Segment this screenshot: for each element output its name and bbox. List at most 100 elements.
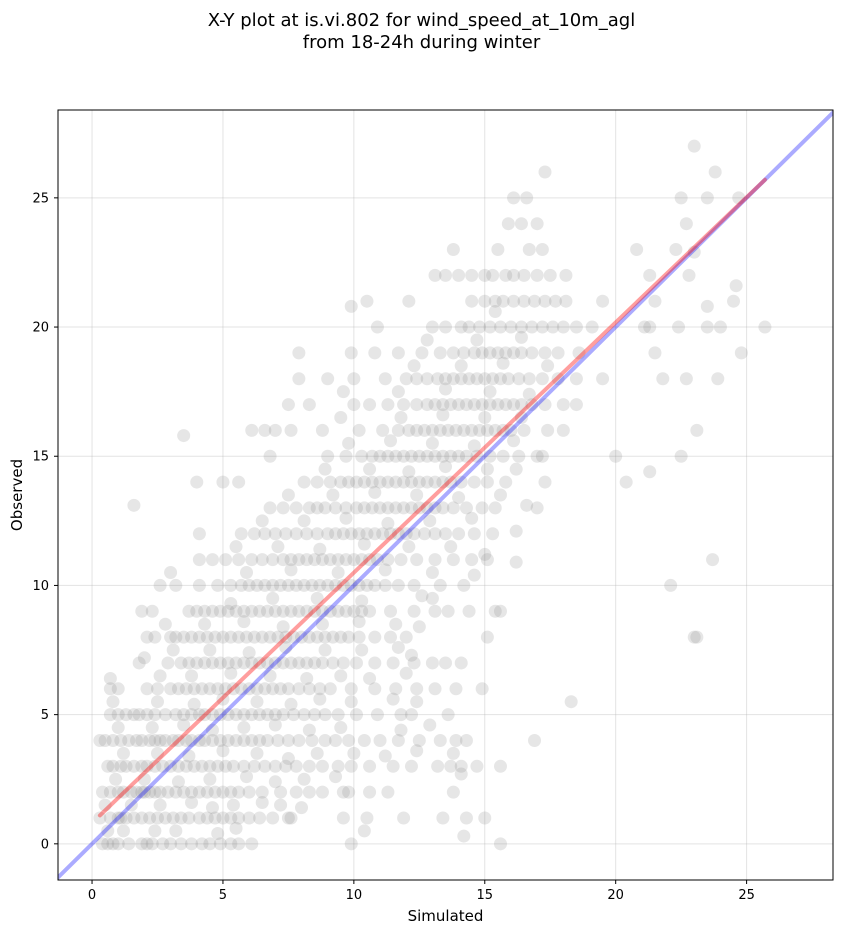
data-point (300, 604, 314, 618)
data-point (480, 462, 494, 476)
data-point (245, 604, 259, 618)
data-point (166, 811, 180, 825)
y-axis-ticks: 0 5 10 15 20 25 (32, 191, 58, 852)
data-point (444, 759, 458, 773)
data-point (538, 346, 552, 360)
data-point (158, 708, 172, 722)
y-tick-label: 0 (41, 837, 49, 852)
data-point (373, 501, 387, 515)
data-point (232, 553, 246, 567)
data-point (137, 772, 151, 786)
data-point (488, 501, 502, 515)
data-point (313, 682, 327, 696)
data-point (331, 553, 345, 567)
data-point (439, 656, 452, 670)
data-point (247, 630, 261, 644)
data-point (509, 555, 523, 569)
data-point (315, 423, 329, 437)
data-point (224, 837, 238, 851)
data-point (334, 410, 348, 424)
data-point (483, 385, 497, 399)
data-point (114, 811, 128, 825)
data-point (143, 785, 157, 799)
data-point (355, 604, 369, 618)
data-point (376, 527, 390, 541)
data-point (310, 591, 324, 605)
data-point (538, 398, 552, 412)
data-point (525, 346, 539, 360)
data-point (153, 669, 167, 683)
data-point (493, 837, 507, 851)
data-point (349, 656, 363, 670)
data-point (169, 824, 183, 838)
data-point (470, 372, 484, 386)
data-point (643, 320, 657, 334)
data-point (428, 398, 442, 412)
data-point (250, 695, 264, 709)
data-point (166, 733, 180, 747)
data-point (535, 449, 549, 463)
data-point (478, 811, 492, 825)
data-point (334, 630, 348, 644)
data-point (399, 527, 413, 541)
data-point (242, 682, 256, 696)
data-point (198, 733, 212, 747)
data-point (530, 217, 544, 231)
data-point (266, 578, 280, 592)
data-point (130, 733, 144, 747)
data-point (480, 475, 494, 489)
data-point (190, 656, 204, 670)
data-point (271, 630, 285, 644)
data-point (260, 604, 274, 618)
data-point (208, 785, 222, 799)
data-point (326, 656, 340, 670)
data-point (266, 682, 280, 696)
data-point (205, 604, 219, 618)
data-point (336, 811, 350, 825)
data-point (452, 527, 466, 541)
data-point (541, 423, 555, 437)
data-point (229, 733, 243, 747)
data-point (148, 824, 162, 838)
data-point (454, 767, 468, 781)
data-point (219, 553, 233, 567)
data-point (292, 733, 306, 747)
data-point (268, 718, 282, 732)
data-point (410, 398, 424, 412)
chart-title: X-Y plot at is.vi.802 for wind_speed_at_… (0, 10, 843, 54)
data-point (213, 733, 227, 747)
data-point (381, 553, 395, 567)
data-point (268, 527, 282, 541)
data-point (467, 398, 481, 412)
data-point (551, 372, 565, 386)
data-point (507, 434, 521, 448)
y-tick-label: 20 (32, 321, 49, 336)
data-point (153, 798, 167, 812)
data-point (708, 165, 722, 179)
data-point (234, 578, 248, 592)
data-point (370, 708, 384, 722)
data-point (381, 398, 395, 412)
data-point (93, 733, 107, 747)
data-point (488, 604, 502, 618)
data-point (318, 630, 332, 644)
data-point (496, 294, 510, 308)
data-point (418, 423, 432, 437)
data-point (216, 811, 230, 825)
data-point (169, 630, 183, 644)
data-point (465, 511, 479, 525)
data-point (420, 449, 434, 463)
data-point (459, 733, 473, 747)
data-point (161, 656, 175, 670)
data-point (363, 462, 377, 476)
data-point (329, 501, 343, 515)
data-point (483, 398, 497, 412)
data-point (520, 498, 534, 512)
data-point (446, 372, 460, 386)
data-point (171, 682, 185, 696)
data-point (111, 721, 125, 735)
data-point (229, 604, 243, 618)
data-point (496, 423, 510, 437)
data-point (530, 268, 544, 282)
data-point (253, 604, 267, 618)
